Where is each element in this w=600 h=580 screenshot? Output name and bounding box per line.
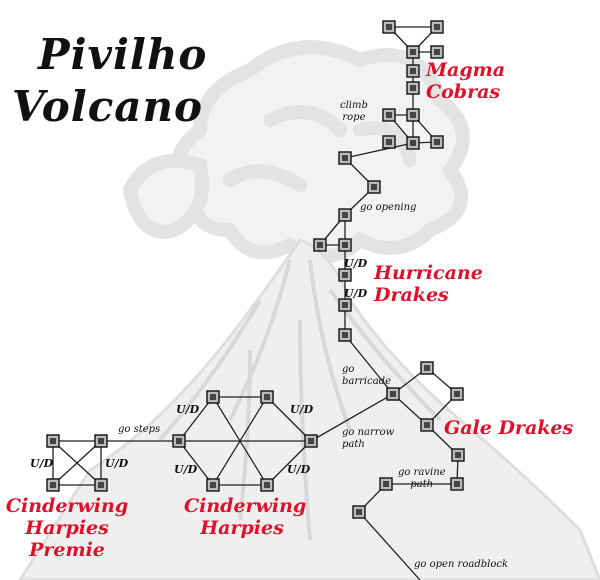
ud-marker-hurricane-2: U/D xyxy=(344,287,368,300)
room-square-icon[interactable] xyxy=(352,505,366,519)
room-square-icon[interactable] xyxy=(386,387,400,401)
area-label-gale-drakes: Gale Drakes xyxy=(444,417,574,439)
map-link xyxy=(178,396,214,442)
exit-label-go-opening: go opening xyxy=(360,202,417,213)
map-link xyxy=(178,440,214,486)
area-label-cinderwing-harpies-line1: Cinderwing xyxy=(184,495,307,517)
area-label-hurricane-drakes-line2: Drakes xyxy=(374,283,449,306)
room-square-icon[interactable] xyxy=(406,45,420,59)
area-label-hurricane-drakes-line1: Hurricane xyxy=(374,262,483,284)
map-link xyxy=(212,396,268,486)
room-square-icon[interactable] xyxy=(420,418,434,432)
area-label-cinderwing-harpies-line2: Harpies xyxy=(200,516,284,539)
room-square-icon[interactable] xyxy=(46,434,60,448)
exit-label-climb-rope-line2: rope xyxy=(342,111,366,123)
area-label-magma-cobras-line1: Magma xyxy=(426,59,506,81)
map-link xyxy=(266,440,312,486)
map-title-line2: Volcano xyxy=(12,82,204,131)
map-link xyxy=(344,334,394,395)
room-square-icon[interactable] xyxy=(379,477,393,491)
room-square-icon[interactable] xyxy=(338,208,352,222)
room-square-icon[interactable] xyxy=(172,434,186,448)
room-square-icon[interactable] xyxy=(430,45,444,59)
room-square-icon[interactable] xyxy=(406,108,420,122)
ud-marker-hex-top-right: U/D xyxy=(290,403,314,416)
area-label-premie-line1: Cinderwing xyxy=(5,495,129,517)
ud-marker-hurricane-1: U/D xyxy=(344,257,368,270)
area-label-premie-line2: Harpies xyxy=(25,516,109,539)
map-link xyxy=(310,393,394,442)
room-square-icon[interactable] xyxy=(46,478,60,492)
map-title-line1: Pivilho xyxy=(38,30,208,79)
room-square-icon[interactable] xyxy=(260,478,274,492)
exit-label-go-narrow-path-line1: go narrow xyxy=(342,427,395,438)
room-square-icon[interactable] xyxy=(367,180,381,194)
map-link xyxy=(52,440,102,486)
ud-marker-premie-right: U/D xyxy=(105,457,129,470)
map-link xyxy=(266,396,312,442)
exit-label-go-narrow-path-line2: path xyxy=(342,438,365,450)
area-label-premie-line3: Premie xyxy=(29,538,105,561)
room-square-icon[interactable] xyxy=(430,20,444,34)
room-square-icon[interactable] xyxy=(406,136,420,150)
room-square-icon[interactable] xyxy=(94,434,108,448)
map-link xyxy=(344,142,414,159)
room-square-icon[interactable] xyxy=(420,361,434,375)
room-square-icon[interactable] xyxy=(430,135,444,149)
room-square-icon[interactable] xyxy=(382,135,396,149)
exit-label-climb-rope: climb rope xyxy=(340,100,368,123)
room-square-icon[interactable] xyxy=(338,238,352,252)
room-square-icon[interactable] xyxy=(338,268,352,282)
room-square-icon[interactable] xyxy=(382,20,396,34)
ud-marker-hex-bottom-right: U/D xyxy=(287,463,311,476)
exit-label-go-barricade-line2: barricade xyxy=(342,375,392,387)
room-square-icon[interactable] xyxy=(94,478,108,492)
area-label-magma-cobras-line2: Cobras xyxy=(426,80,501,103)
exit-label-climb-rope-line1: climb xyxy=(340,100,368,111)
room-square-icon[interactable] xyxy=(406,64,420,78)
room-square-icon[interactable] xyxy=(206,390,220,404)
room-square-icon[interactable] xyxy=(451,448,465,462)
ud-marker-premie-left: U/D xyxy=(30,457,54,470)
room-square-icon[interactable] xyxy=(338,328,352,342)
area-label-cinderwing-harpies: Cinderwing Harpies xyxy=(184,495,307,540)
exit-label-go-ravine-path-line2: path xyxy=(410,478,434,490)
room-square-icon[interactable] xyxy=(450,477,464,491)
room-square-icon[interactable] xyxy=(382,108,396,122)
area-label-cinderwing-harpies-premie: Cinderwing Harpies Premie xyxy=(2,495,132,562)
road-south-link xyxy=(358,511,421,580)
area-label-magma-cobras: Magma Cobras xyxy=(426,59,506,104)
room-square-icon[interactable] xyxy=(313,238,327,252)
exit-label-go-barricade: go barricade xyxy=(342,364,391,387)
area-label-hurricane-drakes: Hurricane Drakes xyxy=(374,262,483,307)
room-square-icon[interactable] xyxy=(338,151,352,165)
exit-label-go-narrow-path: go narrow path xyxy=(342,427,394,450)
exit-label-go-steps: go steps xyxy=(118,424,161,435)
room-square-icon[interactable] xyxy=(304,434,318,448)
room-square-icon[interactable] xyxy=(406,81,420,95)
map-rooms xyxy=(46,20,465,519)
exit-label-go-barricade-line1: go xyxy=(342,364,355,375)
room-square-icon[interactable] xyxy=(450,387,464,401)
exit-label-go-open-roadblock: go open roadblock xyxy=(414,559,509,570)
ud-marker-hex-bottom-left: U/D xyxy=(174,463,198,476)
room-square-icon[interactable] xyxy=(260,390,274,404)
exit-label-go-ravine-path-line1: go ravine xyxy=(398,467,446,478)
room-square-icon[interactable] xyxy=(206,478,220,492)
volcano-slopes xyxy=(18,238,600,580)
room-square-icon[interactable] xyxy=(338,298,352,312)
volcano-background xyxy=(122,40,470,264)
ud-marker-hex-top-left: U/D xyxy=(176,403,200,416)
exit-label-go-ravine-path: go ravine path xyxy=(398,467,446,490)
